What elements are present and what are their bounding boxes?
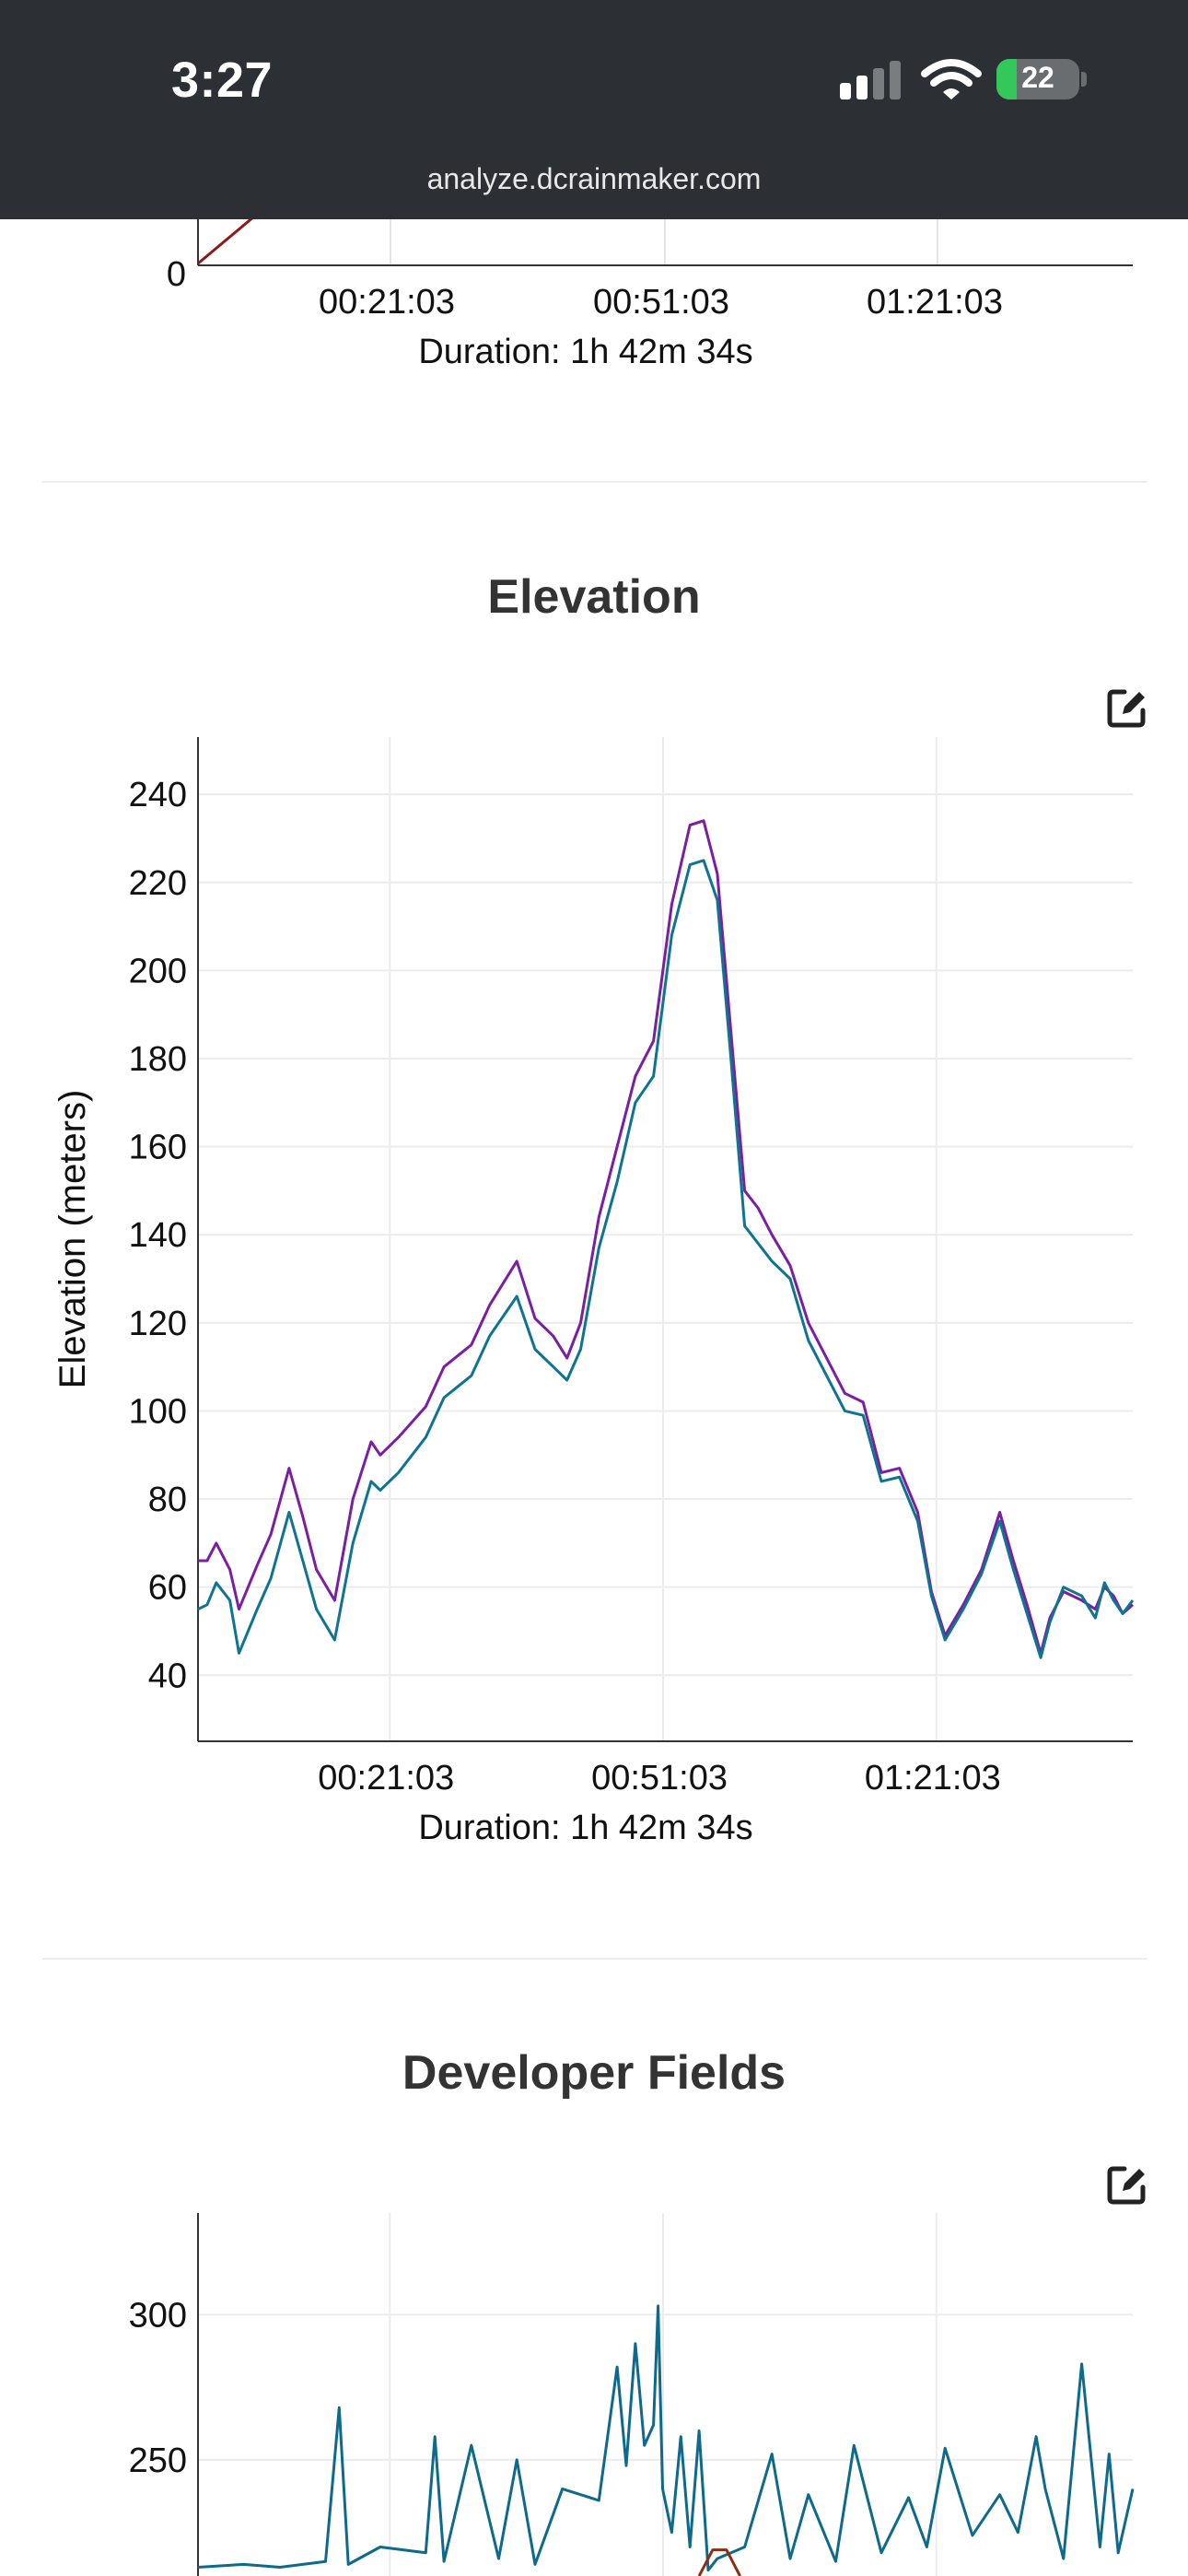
developer-fields-chart: 250 300 — [129, 2213, 1135, 2576]
edit-icon[interactable] — [1104, 2161, 1150, 2207]
x-axis-title: Duration: 1h 42m 34s — [418, 333, 752, 371]
x-tick-label: 00:51:03 — [591, 1759, 728, 1797]
x-tick-label: 01:21:03 — [865, 1759, 1001, 1797]
browser-status-bar: 3:27 22 analyze.dcrainmaker.com — [0, 0, 1188, 219]
x-tick-label: 00:51:03 — [593, 283, 729, 322]
y-tick-label: 60 — [148, 1569, 187, 1608]
x-tick-label: 00:21:03 — [319, 283, 455, 322]
battery-level: 22 — [1021, 61, 1054, 94]
series-line — [198, 819, 1134, 1655]
section-divider — [42, 481, 1147, 483]
edit-icon[interactable] — [1104, 685, 1150, 731]
y-tick-label: 40 — [148, 1657, 187, 1695]
series-line — [197, 219, 253, 265]
y-tick-label: 120 — [129, 1305, 187, 1343]
y-tick-label: 0 — [167, 255, 186, 294]
cellular-signal-icon — [840, 61, 901, 100]
y-tick-label: 140 — [129, 1216, 187, 1255]
series-line — [697, 2548, 741, 2576]
elevation-chart: 40 60 80 100 120 140 160 180 200 220 240 00:21:03 00… — [52, 737, 1135, 1847]
y-axis-title: Elevation (meters) — [52, 1090, 93, 1389]
y-tick-label: 100 — [129, 1392, 187, 1431]
section-title-developer-fields: Developer Fields — [402, 2046, 786, 2100]
status-time: 3:27 — [171, 53, 274, 108]
series-line — [197, 859, 1135, 1659]
series-line — [197, 2304, 1135, 2572]
y-tick-label: 300 — [129, 2296, 187, 2335]
battery-nub — [1081, 72, 1087, 87]
y-tick-label: 160 — [129, 1129, 187, 1167]
battery-icon: 22 — [996, 59, 1079, 100]
y-tick-label: 180 — [129, 1040, 187, 1079]
top-chart: 0 00:21:03 00:51:03 01:21:03 Duration: 1… — [167, 219, 1133, 371]
section-divider — [42, 1958, 1147, 1960]
y-tick-label: 220 — [129, 864, 187, 903]
x-axis-title: Duration: 1h 42m 34s — [418, 1809, 752, 1847]
y-tick-label: 240 — [129, 776, 187, 814]
y-tick-label: 80 — [148, 1481, 187, 1519]
x-tick-label: 00:21:03 — [318, 1759, 454, 1797]
y-tick-label: 250 — [129, 2441, 187, 2480]
x-tick-label: 01:21:03 — [867, 283, 1003, 322]
y-tick-label: 200 — [129, 952, 187, 990]
section-title-elevation: Elevation — [487, 570, 701, 624]
address-bar-url[interactable]: analyze.dcrainmaker.com — [426, 162, 762, 195]
wifi-icon — [921, 59, 982, 100]
